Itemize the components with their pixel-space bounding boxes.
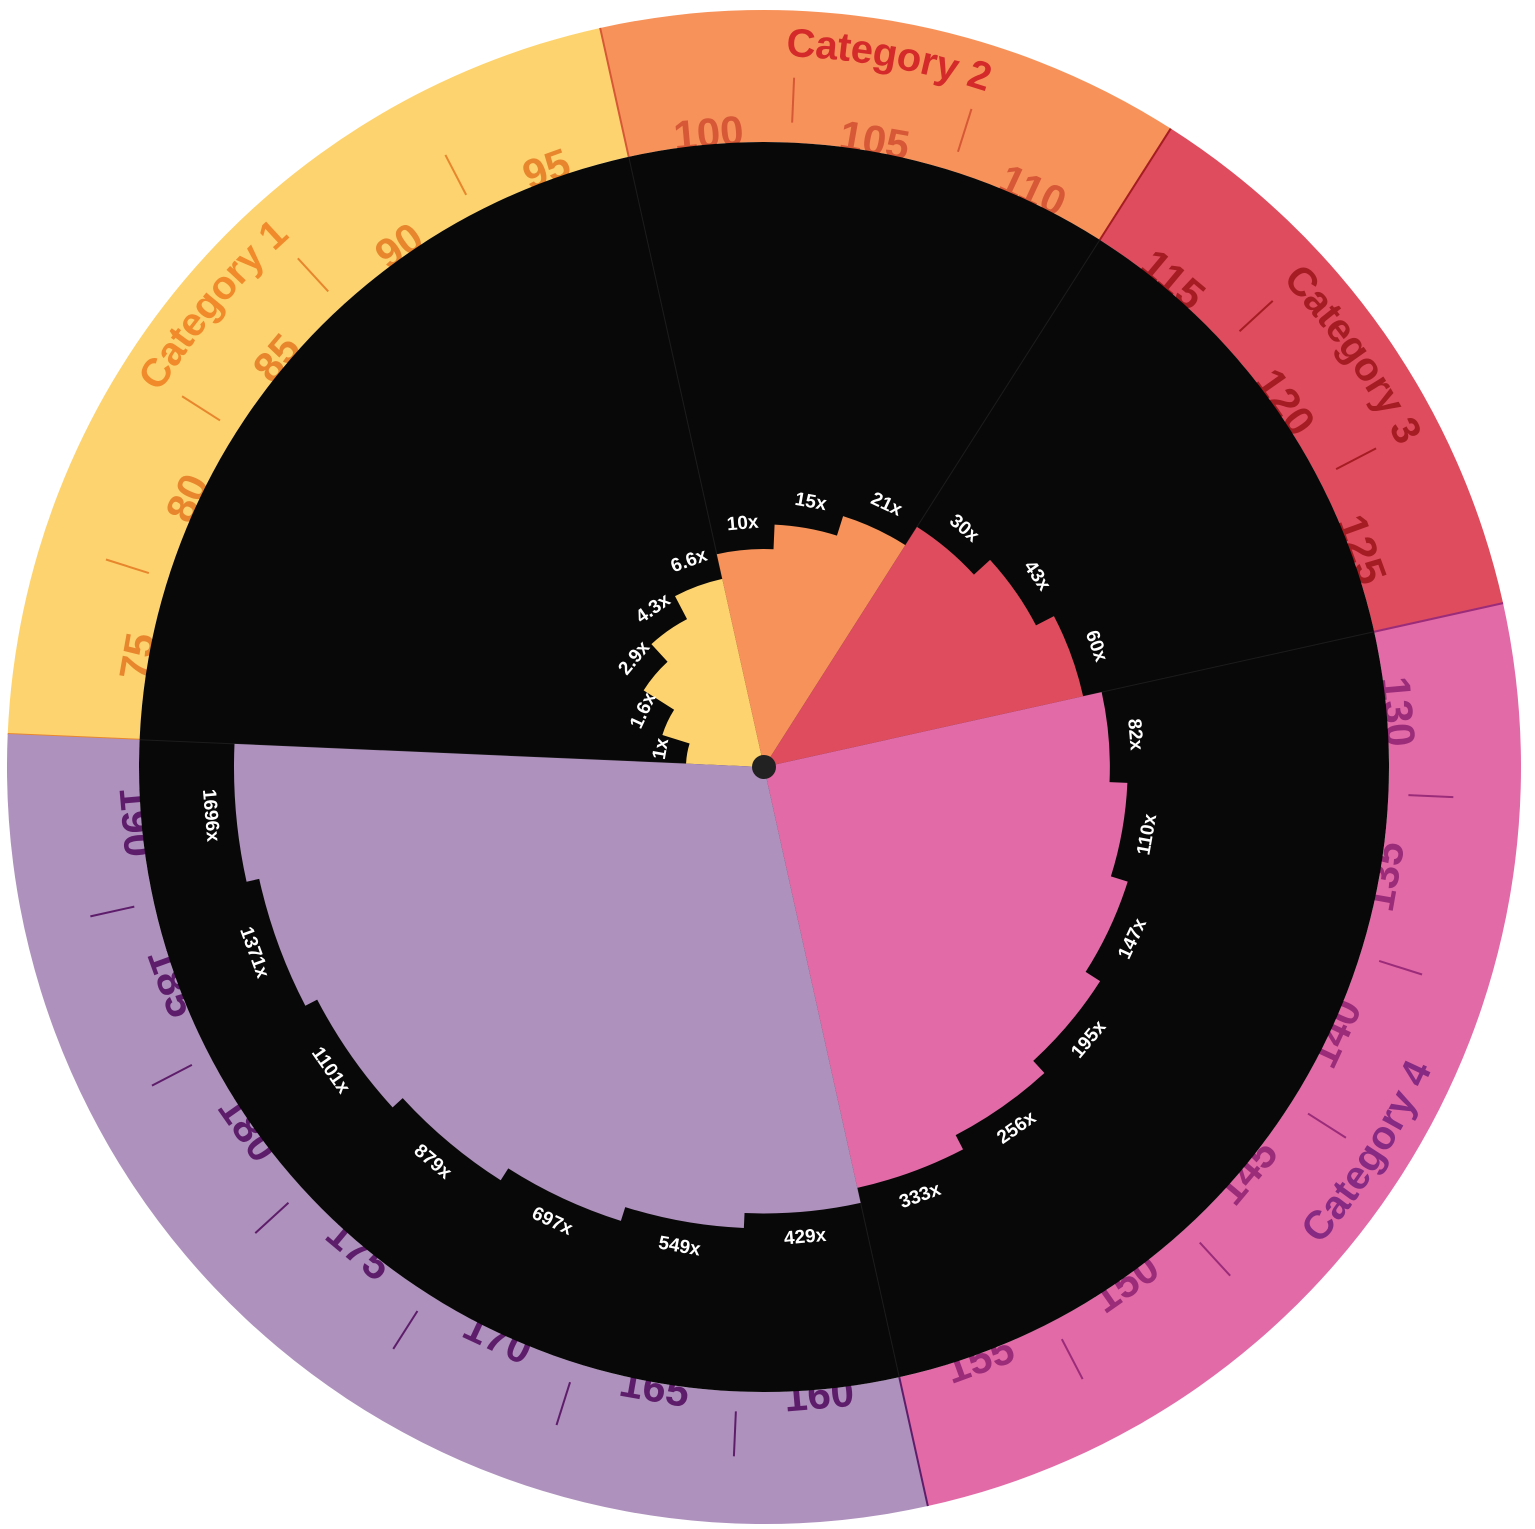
tick-separator [555, 1381, 571, 1426]
tick-separator [1378, 960, 1423, 976]
tick-separator [732, 1411, 737, 1457]
category-boundary [898, 1376, 929, 1507]
bar-group [643, 578, 764, 767]
tick-separator [444, 154, 468, 196]
bar-value-label: 82x [1123, 718, 1147, 752]
bar-value-label: 429x [783, 1225, 827, 1250]
bar-group [716, 516, 906, 767]
category-ring-segment [899, 603, 1522, 1507]
bars [233, 516, 1128, 1228]
tick-separator [1335, 447, 1377, 471]
tick-separator [181, 395, 221, 422]
tick-separator [105, 558, 150, 574]
category-ring-segment [600, 9, 1171, 240]
tick-separator [957, 108, 973, 153]
bar-group [764, 692, 1128, 1188]
tick-separator [1408, 794, 1454, 799]
center-dot [752, 755, 776, 779]
category-boundary [599, 27, 630, 158]
category-boundary [1098, 128, 1172, 241]
tick-separator [1199, 1241, 1231, 1277]
tick-separator [297, 257, 329, 293]
bar-value-label: 1x [649, 736, 673, 761]
tick-separator [151, 1063, 193, 1087]
category-ring-segment [1099, 128, 1504, 632]
tick-separator [1307, 1112, 1347, 1139]
bar-group [233, 743, 861, 1228]
bar-group [764, 526, 1084, 767]
category-ring-segment [6, 733, 928, 1525]
tick-separator [90, 905, 135, 918]
tick-separator [392, 1310, 419, 1350]
tick-separator [1238, 300, 1274, 332]
tick-separator [1060, 1338, 1084, 1380]
bar-value-label: 1696x [198, 788, 224, 843]
category-boundary [1373, 602, 1504, 633]
category-ring-segment [7, 27, 629, 740]
tick-separator [791, 77, 796, 123]
tick-separator [254, 1202, 290, 1234]
bar-value-label: 10x [726, 512, 760, 536]
